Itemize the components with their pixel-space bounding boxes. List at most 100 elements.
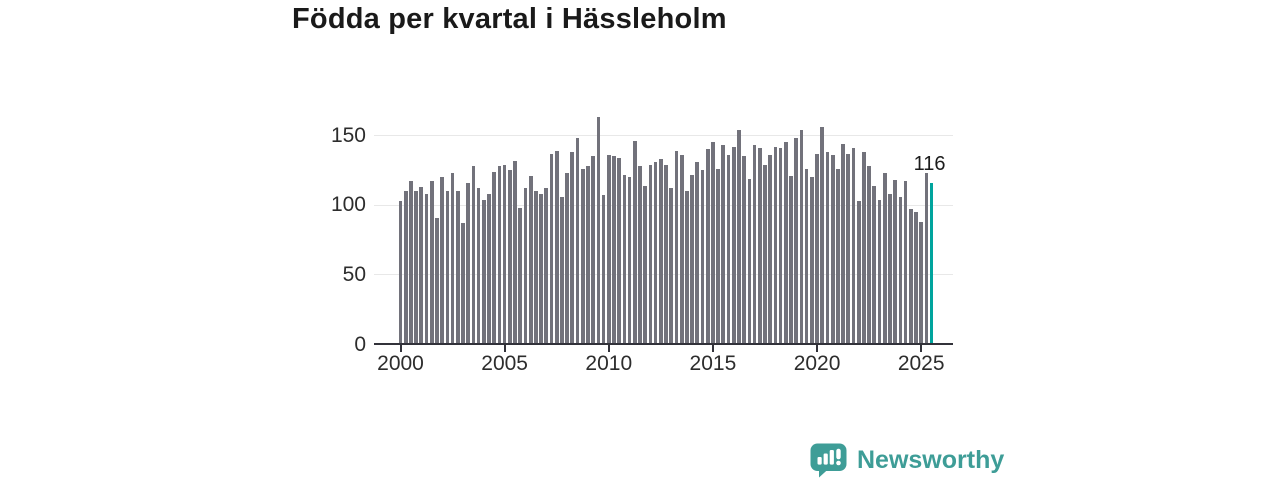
bar — [403, 191, 408, 345]
bar — [638, 166, 642, 345]
bar — [794, 138, 799, 345]
bar — [487, 194, 491, 345]
bar — [711, 142, 715, 345]
bar — [648, 164, 653, 345]
bar — [419, 187, 424, 345]
x-tick-2015 — [711, 345, 714, 352]
bar — [778, 148, 783, 345]
newsworthy-logo-text: Newsworthy — [857, 446, 1005, 474]
bar — [664, 164, 668, 345]
bar — [627, 177, 632, 345]
bar — [752, 145, 757, 345]
bar — [518, 207, 523, 345]
bar — [700, 170, 705, 345]
newsworthy-branding-link[interactable]: Newsworthy — [810, 443, 1004, 478]
bar — [544, 188, 549, 345]
y-tick-label-100: 100 — [330, 193, 366, 217]
bar — [882, 173, 887, 345]
bar — [685, 191, 689, 345]
bar — [622, 174, 627, 345]
bar — [539, 194, 543, 345]
bar — [679, 155, 684, 345]
bar — [492, 171, 497, 345]
bar — [789, 175, 793, 345]
bar — [757, 148, 762, 345]
bar — [398, 200, 403, 345]
x-tick-label-2020: 2020 — [793, 352, 841, 375]
bar — [429, 181, 434, 345]
bar — [502, 164, 507, 345]
bar — [737, 129, 741, 345]
bar — [888, 194, 892, 345]
bar — [747, 178, 752, 345]
bar — [481, 199, 486, 345]
x-tick-2005 — [503, 345, 506, 352]
bar — [575, 138, 580, 345]
bar — [846, 153, 851, 345]
y-tick-label-0: 0 — [354, 332, 366, 356]
bar — [804, 168, 809, 345]
bar — [455, 191, 460, 345]
bar — [653, 161, 658, 345]
bar — [507, 170, 512, 345]
bar — [513, 160, 517, 345]
bar — [596, 117, 601, 345]
bar — [534, 191, 538, 345]
x-tick-label-2015: 2015 — [689, 352, 737, 375]
bar — [820, 127, 825, 345]
bar — [659, 159, 663, 345]
bar — [466, 182, 471, 345]
bar — [731, 146, 736, 345]
bar — [476, 188, 481, 345]
bar — [674, 150, 679, 345]
bar — [836, 168, 840, 345]
x-tick-2020 — [816, 345, 819, 352]
bar — [924, 173, 929, 345]
gridline-150 — [374, 135, 953, 136]
bar — [497, 166, 502, 345]
bar — [742, 156, 746, 345]
x-tick-label-2000: 2000 — [377, 352, 424, 375]
bar — [893, 180, 897, 345]
bar — [914, 212, 918, 345]
bar — [773, 146, 778, 345]
gridline-50 — [374, 274, 953, 276]
bar — [606, 155, 611, 345]
bar — [716, 168, 720, 345]
bar — [549, 153, 554, 345]
bar — [768, 155, 773, 345]
x-tick-2010 — [607, 345, 610, 352]
bar — [851, 148, 856, 345]
bar — [580, 168, 585, 345]
bar — [919, 221, 924, 345]
bar — [856, 200, 861, 345]
x-tick-2000 — [399, 345, 402, 352]
bar — [825, 152, 830, 345]
bar — [898, 196, 903, 345]
bar — [586, 166, 590, 345]
bar — [867, 166, 871, 345]
latest-value-label: 116 — [913, 152, 946, 175]
bar — [424, 194, 429, 345]
bar — [565, 173, 569, 345]
bar — [632, 141, 637, 345]
bar — [560, 196, 564, 345]
bar — [471, 166, 476, 345]
bar — [445, 191, 450, 345]
bar — [440, 177, 444, 345]
x-tick-2025 — [920, 345, 923, 352]
bar — [690, 174, 694, 345]
y-tick-label-150: 150 — [330, 123, 366, 147]
bar — [908, 209, 913, 345]
newsworthy-logo-icon — [810, 443, 847, 478]
bar — [763, 164, 767, 345]
bar — [409, 181, 413, 345]
bar — [903, 181, 908, 345]
bar — [695, 161, 700, 345]
bar — [799, 129, 804, 345]
bar — [601, 195, 606, 345]
bar — [862, 152, 866, 345]
bar — [783, 142, 788, 345]
gridline-100 — [374, 204, 953, 206]
bar — [726, 155, 731, 345]
